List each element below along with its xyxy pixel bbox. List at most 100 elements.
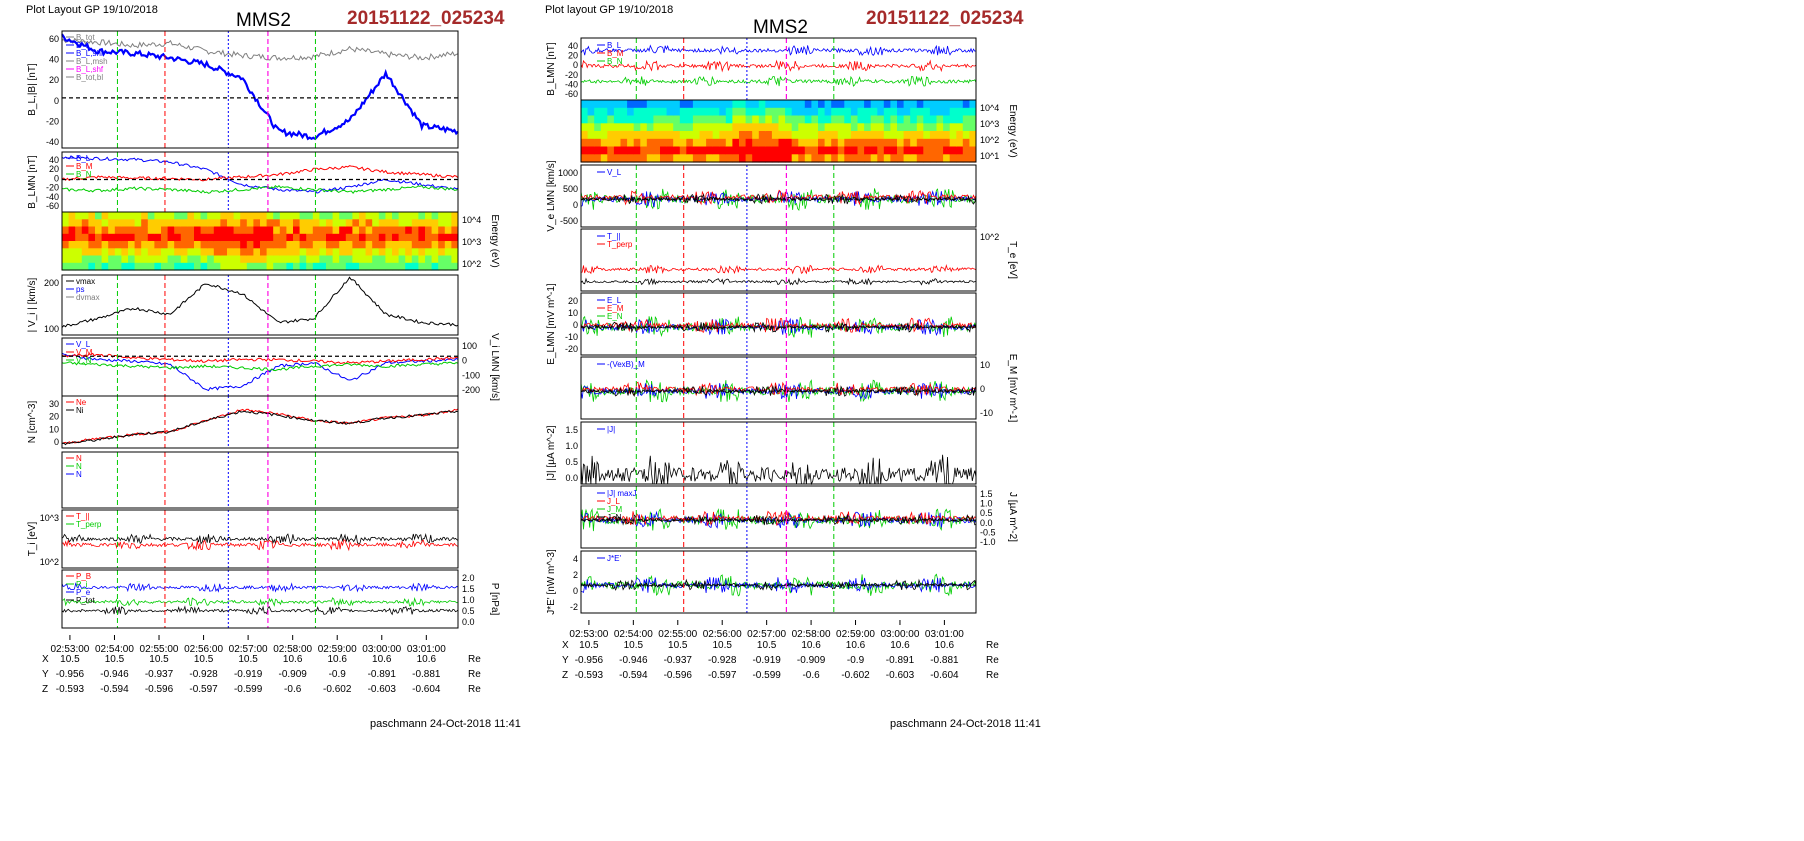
spectrogram-cell bbox=[929, 123, 937, 132]
spectrogram-cell bbox=[200, 262, 208, 271]
right-coord-value: -0.909 bbox=[797, 655, 826, 666]
spectrogram-cell bbox=[673, 107, 681, 117]
spectrogram-cell bbox=[121, 248, 129, 257]
left-coord-value: 10.6 bbox=[372, 654, 392, 665]
spectrogram-cell bbox=[273, 262, 281, 271]
right-8-legend-entry: J_N bbox=[607, 513, 621, 522]
spectrogram-cell bbox=[607, 131, 615, 140]
spectrogram-cell bbox=[956, 107, 964, 117]
spectrogram-cell bbox=[877, 146, 885, 155]
spectrogram-cell bbox=[273, 226, 281, 235]
spectrogram-cell bbox=[890, 138, 898, 148]
spectrogram-cell bbox=[95, 219, 103, 228]
spectrogram-cell bbox=[339, 219, 347, 228]
spectrogram-cell bbox=[923, 107, 931, 117]
spectrogram-cell bbox=[831, 115, 839, 124]
spectrogram-cell bbox=[365, 255, 373, 264]
spectrogram-cell bbox=[253, 262, 261, 271]
spectrogram-cell bbox=[804, 146, 812, 155]
spectrogram-cell bbox=[286, 255, 294, 264]
spectrogram-cell bbox=[233, 233, 241, 242]
left-6-legend-entry: Ne bbox=[76, 398, 87, 407]
spectrogram-cell bbox=[850, 123, 858, 132]
left-coord-label: Z bbox=[42, 684, 48, 695]
left-time-tick: 02:59:00 bbox=[318, 644, 357, 655]
spectrogram-cell bbox=[200, 212, 208, 220]
spectrogram-cell bbox=[121, 219, 129, 228]
spectrogram-cell bbox=[246, 233, 254, 242]
spectrogram-cell bbox=[943, 146, 951, 155]
spectrogram-cell bbox=[712, 146, 720, 155]
left-5-series-line bbox=[61, 352, 459, 392]
spectrogram-cell bbox=[936, 115, 944, 124]
right-5-legend-entry: E_L bbox=[607, 296, 622, 305]
right-6-legend-entry: -(VexB)_M bbox=[607, 360, 645, 369]
spectrogram-cell bbox=[207, 212, 215, 220]
spectrogram-cell bbox=[706, 115, 714, 124]
spectrogram-cell bbox=[811, 131, 819, 140]
spectrogram-cell bbox=[187, 219, 195, 228]
spectrogram-cell bbox=[194, 255, 202, 264]
right-3-ylabel: V_e LMN [km/s] bbox=[546, 160, 557, 231]
left-1-legend-entry: B_tot,bl bbox=[76, 73, 103, 82]
spectrogram-cell bbox=[962, 154, 970, 163]
spectrogram-cell bbox=[62, 226, 70, 235]
spectrogram-cell bbox=[372, 241, 380, 249]
spectrogram-cell bbox=[326, 212, 334, 220]
left-1-ytick: -20 bbox=[46, 116, 59, 126]
spectrogram-cell bbox=[962, 107, 970, 117]
spectrogram-cell bbox=[161, 219, 169, 228]
spectrogram-cell bbox=[633, 100, 641, 109]
spectrogram-cell bbox=[956, 138, 964, 148]
spectrogram-cell bbox=[949, 123, 957, 132]
spectrogram-cell bbox=[101, 255, 109, 264]
spectrogram-cell bbox=[758, 115, 766, 124]
spectrogram-cell bbox=[758, 146, 766, 155]
left-9-legend-entry: P_B bbox=[76, 572, 91, 581]
spectrogram-cell bbox=[431, 262, 439, 271]
spectrogram-cell bbox=[660, 100, 668, 109]
spectrogram-cell bbox=[444, 262, 452, 271]
spectrogram-cell bbox=[686, 154, 694, 163]
left-time-tick: 02:57:00 bbox=[229, 644, 268, 655]
spectrogram-cell bbox=[765, 138, 773, 148]
left-2-legend-entry: B_L bbox=[76, 154, 91, 163]
spectrogram-cell bbox=[398, 226, 406, 235]
right-time-tick: 02:59:00 bbox=[836, 629, 875, 640]
spectrogram-cell bbox=[227, 255, 235, 264]
right-5-trace-red bbox=[580, 317, 977, 333]
spectrogram-cell bbox=[88, 212, 96, 220]
spectrogram-cell bbox=[877, 100, 885, 109]
spectrogram-cell bbox=[818, 138, 826, 148]
spectrogram-cell bbox=[620, 154, 628, 163]
left-9-ytick: 0.0 bbox=[462, 617, 475, 627]
spectrogram-cell bbox=[969, 115, 977, 124]
left-9-ytick: 1.0 bbox=[462, 595, 475, 605]
right-2-ytick: 10^3 bbox=[980, 119, 999, 129]
spectrogram-cell bbox=[587, 138, 595, 148]
right-9-frame bbox=[580, 550, 977, 614]
right-2-ytick: 10^2 bbox=[980, 135, 999, 145]
spectrogram-cell bbox=[345, 241, 353, 249]
spectrogram-cell bbox=[719, 146, 727, 155]
spectrogram-cell bbox=[95, 226, 103, 235]
spectrogram-cell bbox=[719, 131, 727, 140]
left-coord-value: -0.602 bbox=[323, 684, 352, 695]
spectrogram-cell bbox=[207, 241, 215, 249]
right-time-tick: 03:00:00 bbox=[880, 629, 919, 640]
spectrogram-cell bbox=[246, 226, 254, 235]
spectrogram-cell bbox=[62, 233, 70, 242]
spectrogram-cell bbox=[653, 146, 661, 155]
left-9-ytick: 2.0 bbox=[462, 573, 475, 583]
spectrogram-cell bbox=[818, 154, 826, 163]
spectrogram-cell bbox=[679, 138, 687, 148]
right-coord-value: -0.597 bbox=[708, 670, 737, 681]
spectrogram-cell bbox=[299, 212, 307, 220]
spectrogram-cell bbox=[147, 262, 155, 271]
spectrogram-cell bbox=[653, 138, 661, 148]
spectrogram-cell bbox=[411, 241, 419, 249]
spectrogram-cell bbox=[392, 219, 400, 228]
left-9-ytick: 1.5 bbox=[462, 584, 475, 594]
spectrogram-cell bbox=[719, 115, 727, 124]
spectrogram-cell bbox=[293, 241, 301, 249]
